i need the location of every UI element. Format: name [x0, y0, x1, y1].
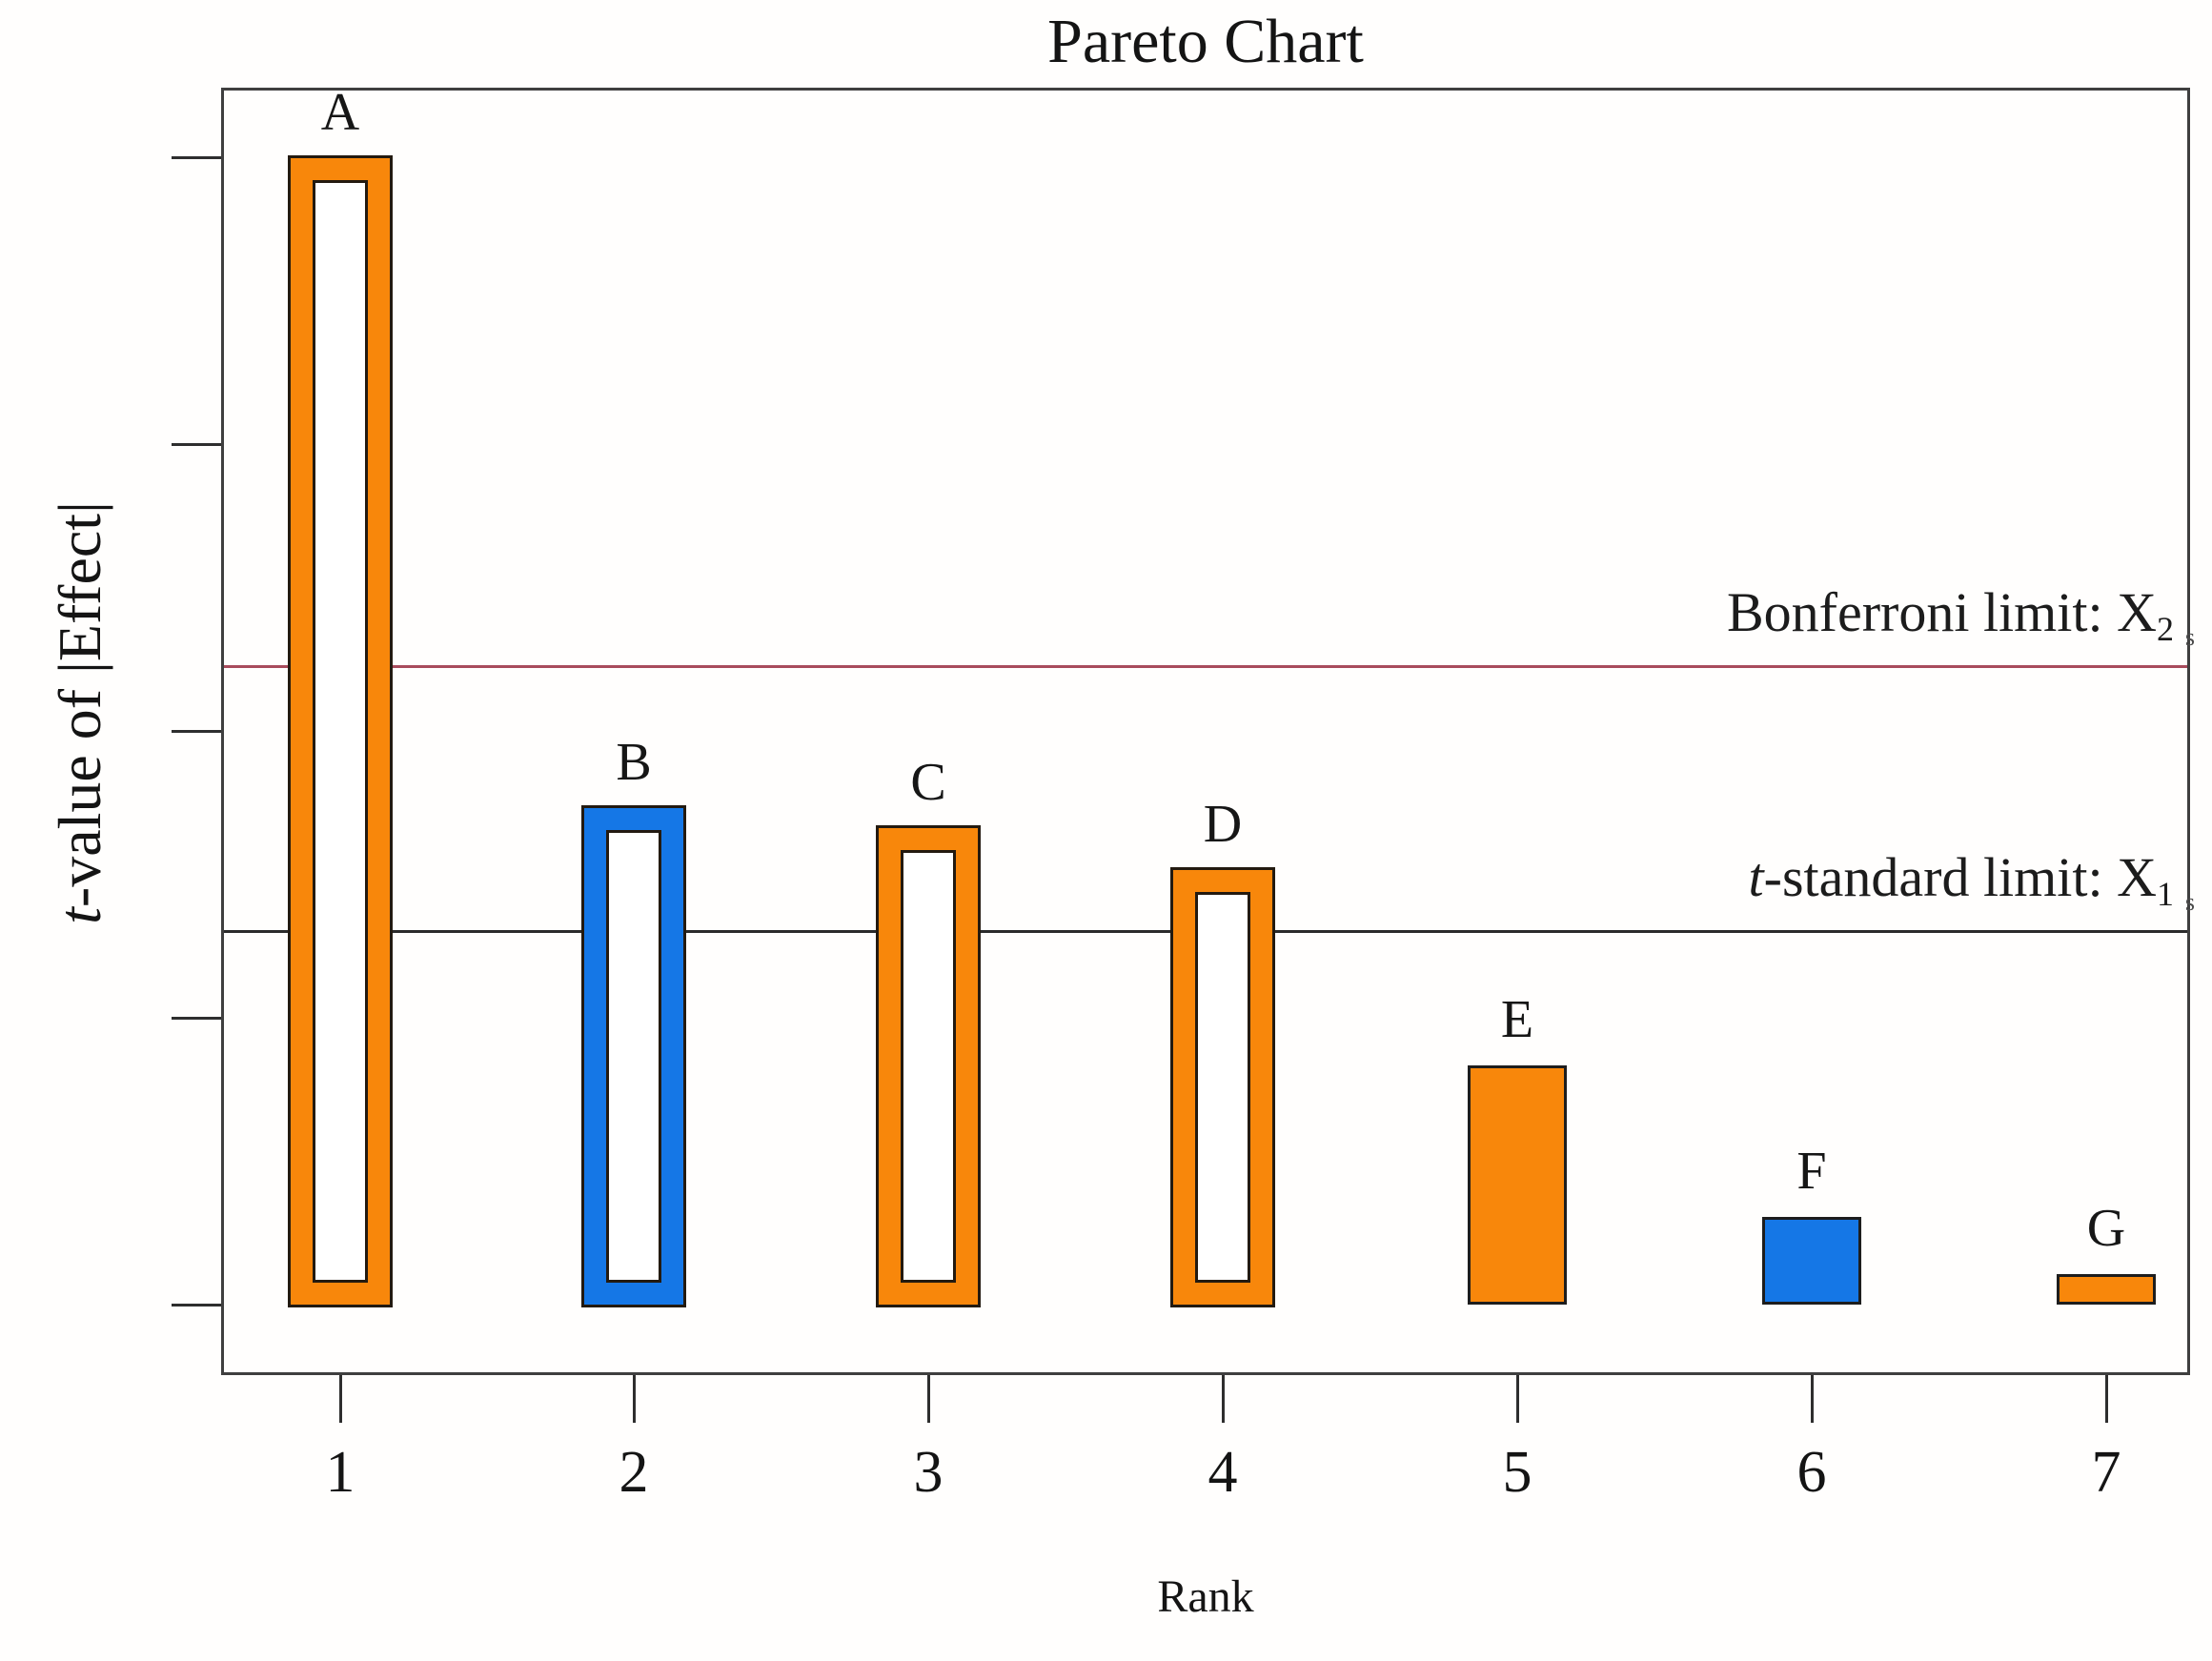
x-axis-tick — [339, 1375, 342, 1423]
x-tick-label: 3 — [913, 1440, 944, 1505]
bonferroni-limit-label: Bonferroni limit: X2 — [1727, 575, 2174, 651]
bar-g — [2057, 1274, 2156, 1305]
y-axis-label-rest: -value of |Effect| — [46, 501, 113, 908]
bonferroni-limit-line — [224, 665, 2187, 668]
x-axis-tick — [633, 1375, 636, 1423]
bar-label-f: F — [1796, 1142, 1827, 1201]
x-tick-label: 1 — [325, 1440, 355, 1505]
bar-f — [1762, 1217, 1861, 1305]
x-axis-label: Rank — [1157, 1571, 1254, 1622]
bar-label-b: B — [616, 733, 652, 792]
x-tick-label: 5 — [1502, 1440, 1532, 1505]
y-axis-label: t-value of |Effect| — [45, 501, 115, 924]
bonferroni-limit-edge-mark: s — [2184, 623, 2195, 651]
x-tick-label: 7 — [2091, 1440, 2121, 1505]
plot-area: 1 2 3 4 5 6 7 Bonferroni limit: X2 s t-standard l… — [172, 84, 2195, 1505]
x-tick-label: 4 — [1207, 1440, 1238, 1505]
chart-title: Pareto Chart — [1047, 7, 1364, 76]
t-standard-limit-label-text: -standard limit: X — [1763, 846, 2158, 908]
y-axis-label-italic: t — [46, 907, 113, 924]
t-standard-limit-label-italic: t — [1748, 846, 1764, 908]
y-axis-tick — [172, 730, 221, 733]
t-standard-limit-label: t-standard limit: X1 — [1749, 840, 2174, 916]
bar-label-d: D — [1203, 795, 1243, 854]
bar-label-g: G — [2086, 1199, 2126, 1258]
y-axis-tick — [172, 443, 221, 446]
bar-c — [879, 828, 978, 1305]
bar-label-e: E — [1500, 990, 1534, 1049]
t-standard-limit-label-subscript: 1 — [2157, 875, 2174, 914]
bar-b — [584, 808, 683, 1305]
bonferroni-limit-label-subscript: 2 — [2157, 610, 2174, 649]
y-axis-tick — [172, 1017, 221, 1020]
x-axis-tick — [927, 1375, 930, 1423]
x-axis-tick — [1516, 1375, 1519, 1423]
bar-a — [291, 158, 390, 1305]
bar-d — [1173, 870, 1272, 1305]
x-axis-tick — [2105, 1375, 2108, 1423]
y-axis-tick — [172, 1304, 221, 1307]
x-tick-label: 2 — [619, 1440, 649, 1505]
t-standard-limit-edge-mark: s — [2184, 888, 2195, 916]
x-tick-label: 6 — [1796, 1440, 1827, 1505]
bonferroni-limit-label-text: Bonferroni limit: X — [1726, 581, 2158, 643]
x-axis-tick — [1811, 1375, 1814, 1423]
bar-label-c: C — [910, 753, 946, 812]
bar-label-a: A — [320, 83, 360, 142]
bar-e — [1468, 1065, 1567, 1305]
y-axis-tick — [172, 156, 221, 159]
x-axis-tick — [1222, 1375, 1225, 1423]
